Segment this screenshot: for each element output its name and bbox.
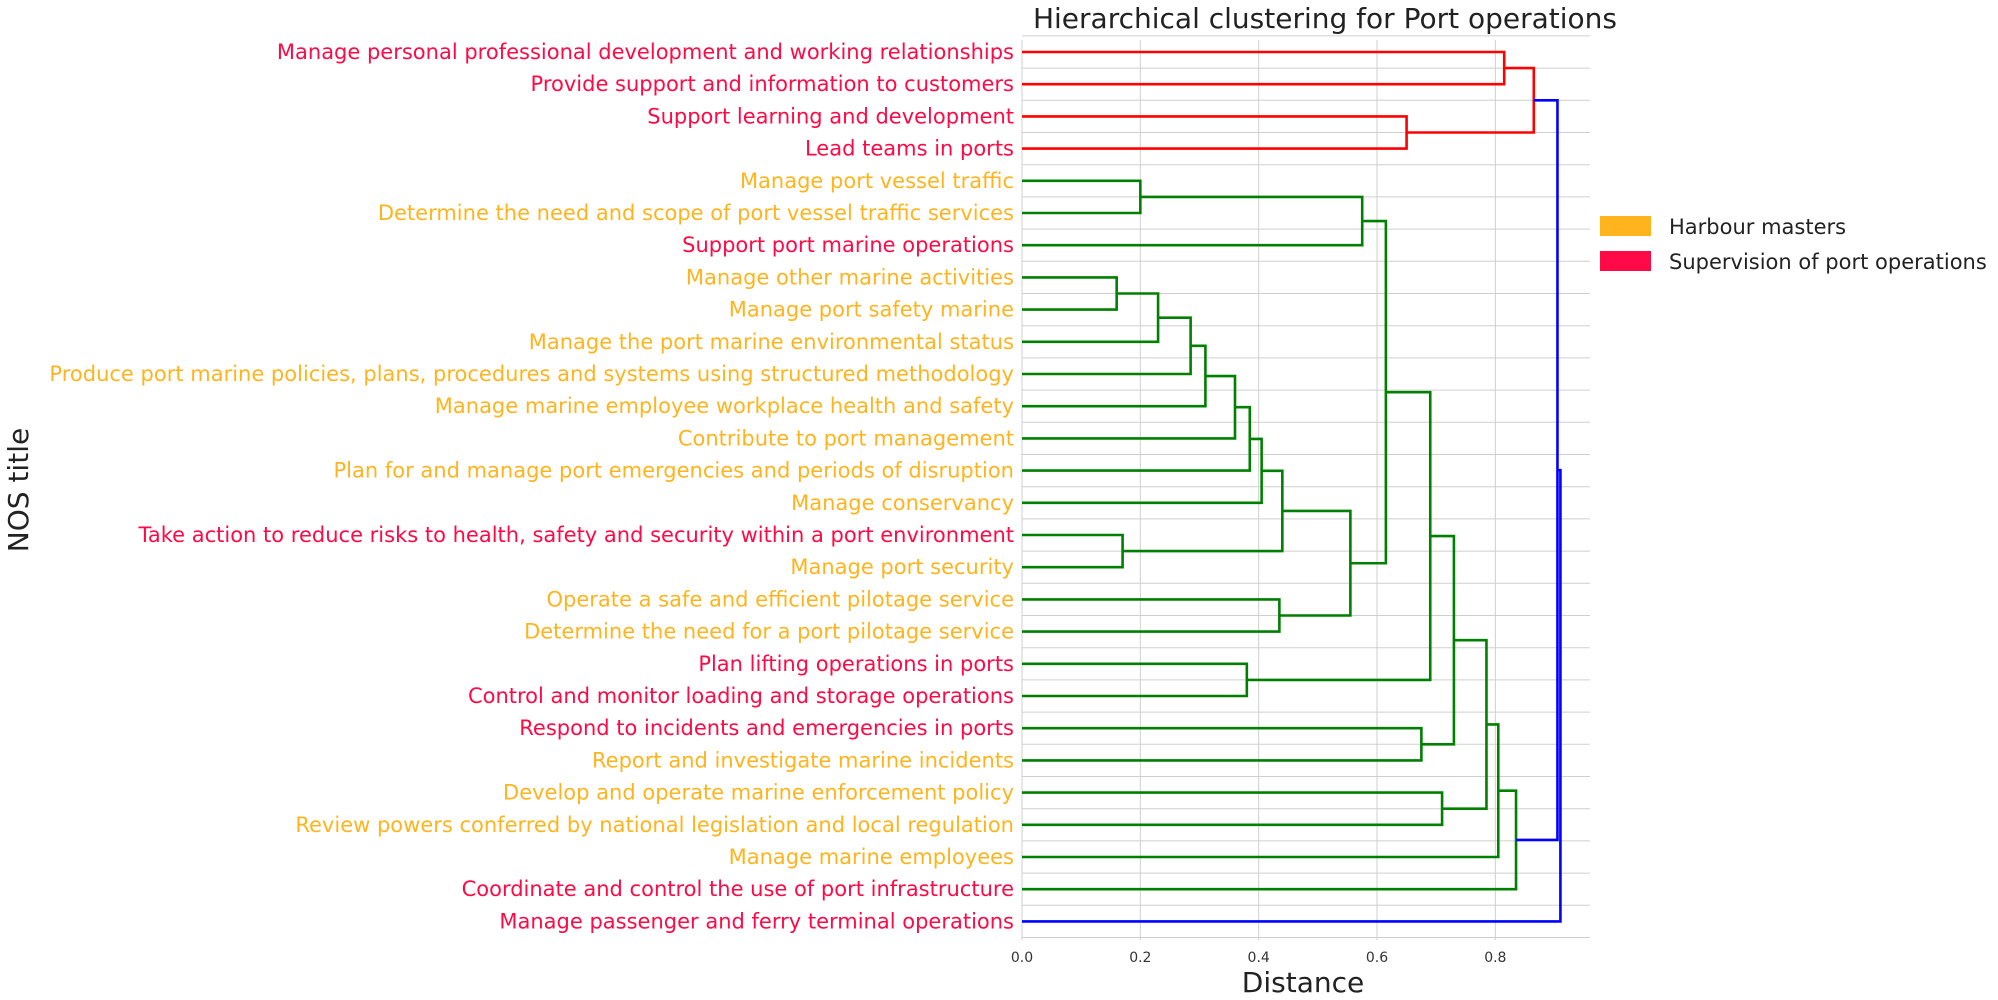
leaf-label-16: Manage port security	[790, 555, 1014, 579]
leaf-label-1: Provide support and information to custo…	[531, 72, 1014, 96]
leaf-label-4: Manage port vessel traffic	[740, 169, 1014, 193]
legend: Harbour masters Supervision of port oper…	[1600, 215, 1987, 274]
link-C	[1406, 66, 1536, 134]
x-tick-label-3: 0.6	[1366, 950, 1388, 966]
x-tick-label-4: 0.8	[1484, 950, 1506, 966]
link-P	[1279, 509, 1352, 617]
leaf-label-2: Support learning and development	[647, 104, 1014, 128]
grid-lines	[1021, 35, 1590, 940]
leaf-label-19: Plan lifting operations in ports	[698, 652, 1014, 676]
link-I	[1022, 344, 1207, 408]
leaf-label-6: Support port marine operations	[682, 233, 1014, 257]
legend-label-supervision-of-port-operations: Supervision of port operations	[1669, 250, 1987, 274]
link-E	[1022, 195, 1364, 247]
link-Z	[1516, 99, 1559, 842]
link-B	[1022, 115, 1408, 150]
leaf-label-3: Lead teams in ports	[805, 137, 1014, 161]
leaf-label-27: Manage passenger and ferry terminal oper…	[499, 909, 1014, 933]
leaf-label-20: Control and monitor loading and storage …	[468, 684, 1014, 708]
leaf-label-13: Plan for and manage port emergencies and…	[334, 459, 1015, 483]
legend-swatch-supervision-of-port-operations	[1600, 251, 1651, 271]
link-M	[1022, 533, 1124, 569]
link-Y	[1022, 789, 1518, 891]
legend-label-harbour-masters: Harbour masters	[1669, 215, 1846, 239]
leaf-label-24: Review powers conferred by national legi…	[295, 813, 1014, 837]
link-S	[1246, 390, 1432, 682]
leaf-label-23: Develop and operate marine enforcement p…	[503, 781, 1014, 805]
link-U	[1421, 534, 1456, 746]
link-X	[1022, 723, 1500, 859]
leaf-label-10: Produce port marine policies, plans, pro…	[49, 362, 1014, 386]
x-axis-ticks: 0.0 0.2 0.4 0.6 0.8	[1011, 950, 1507, 966]
leaf-label-14: Manage conservancy	[791, 491, 1014, 515]
leaf-label-21: Respond to incidents and emergencies in …	[519, 716, 1014, 740]
link-G	[1022, 292, 1160, 344]
leaf-label-15: Take action to reduce risks to health, s…	[138, 523, 1015, 547]
x-tick-label-2: 0.4	[1248, 950, 1270, 966]
leaf-label-0: Manage personal professional development…	[277, 40, 1014, 64]
leaf-label-22: Report and investigate marine incidents	[592, 748, 1014, 772]
leaf-label-11: Manage marine employee workplace health …	[435, 394, 1014, 418]
leaf-label-8: Manage port safety marine	[729, 298, 1014, 322]
x-tick-label-1: 0.2	[1129, 950, 1151, 966]
leaf-label-26: Coordinate and control the use of port i…	[462, 877, 1014, 901]
link-V	[1022, 791, 1444, 827]
link-D	[1022, 179, 1142, 215]
leaf-label-18: Determine the need for a port pilotage s…	[524, 620, 1014, 644]
leaf-label-7: Manage other marine activities	[686, 265, 1014, 289]
x-axis-label: Distance	[1242, 966, 1364, 999]
leaf-label-9: Manage the port marine environmental sta…	[529, 330, 1014, 354]
y-axis-label: NOS title	[2, 428, 35, 552]
link-W	[1442, 638, 1488, 810]
leaf-labels: Manage personal professional development…	[49, 40, 1014, 933]
link-R	[1022, 662, 1249, 698]
x-tick-label-0: 0.0	[1011, 950, 1033, 966]
dendrogram-links	[1022, 50, 1562, 923]
legend-swatch-harbour-masters	[1600, 216, 1651, 236]
leaf-label-5: Determine the need and scope of port ves…	[378, 201, 1014, 225]
link-ROOT	[1022, 468, 1562, 923]
chart-title: Hierarchical clustering for Port operati…	[1033, 2, 1617, 35]
link-Q	[1350, 219, 1388, 565]
leaf-label-17: Operate a safe and efficient pilotage se…	[547, 587, 1014, 611]
leaf-label-12: Contribute to port management	[678, 426, 1014, 450]
link-K	[1022, 405, 1252, 472]
leaf-label-25: Manage marine employees	[729, 845, 1014, 869]
link-N	[1122, 469, 1284, 553]
